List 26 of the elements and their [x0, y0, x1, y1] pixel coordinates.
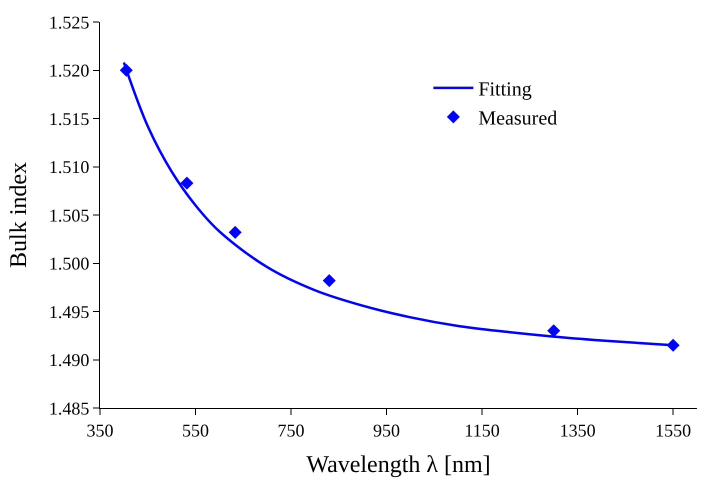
y-tick-label: 1.525 [48, 12, 90, 32]
x-tick-label: 1550 [655, 420, 692, 441]
x-tick-label: 950 [373, 420, 400, 441]
x-tick-label: 350 [86, 420, 114, 441]
y-tick-label: 1.510 [48, 157, 90, 178]
legend-label: Measured [478, 108, 558, 130]
legend-label: Fitting [478, 78, 532, 101]
point [322, 274, 336, 288]
y-tick-label: 1.490 [48, 350, 90, 370]
x-tick-label: 750 [278, 420, 305, 441]
y-axis-title: Bulk index [6, 162, 32, 268]
y-tick-label: 1.520 [48, 60, 90, 81]
point [120, 64, 133, 77]
x-tick-label: 550 [182, 420, 210, 441]
point [547, 324, 560, 338]
point [666, 338, 680, 352]
y-tick-label: 1.505 [48, 205, 90, 226]
x-axis-title: Wavelength λ [nm] [306, 452, 491, 478]
y-tick-label: 1.515 [48, 108, 90, 129]
y-tick-label: 1.485 [48, 398, 90, 418]
point [228, 226, 242, 239]
point [180, 176, 194, 190]
x-tick-label: 1350 [560, 420, 596, 441]
y-tick-label: 1.495 [48, 302, 90, 322]
y-tick-label: 1.500 [48, 254, 90, 274]
x-tick-label: 1150 [464, 420, 500, 441]
